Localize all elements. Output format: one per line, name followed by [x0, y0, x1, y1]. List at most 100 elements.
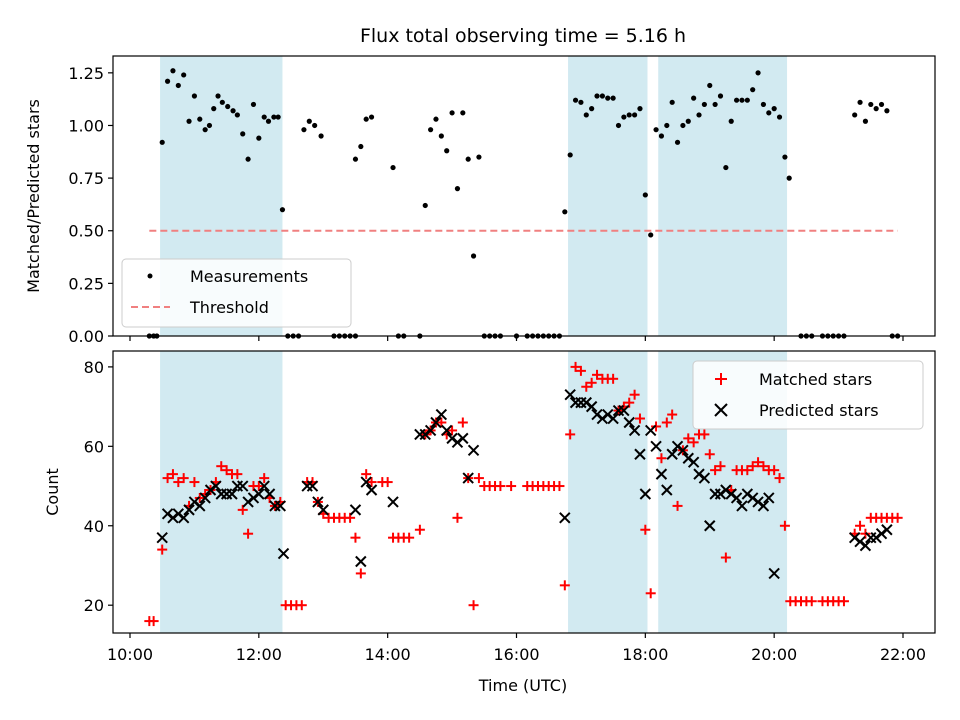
predicted-star-point — [467, 444, 480, 457]
measurement-point — [669, 99, 675, 105]
measurement-point — [306, 118, 312, 124]
predicted-star-point — [559, 512, 571, 524]
measurement-point — [567, 152, 573, 158]
matched-star-point — [178, 473, 189, 484]
predicted-star-point — [253, 488, 265, 500]
matched-star-point — [855, 520, 866, 531]
matched-star-point — [243, 528, 254, 539]
matched-star-point — [447, 425, 458, 436]
measurement-point — [786, 175, 792, 181]
y-tick-label: 0.00 — [68, 327, 104, 346]
legend-predicted-marker — [714, 403, 728, 417]
matched-star-point — [162, 473, 173, 484]
predicted-star-point — [730, 492, 743, 504]
measurement-point — [175, 82, 181, 89]
matched-star-point — [645, 588, 656, 599]
matched-star-point — [747, 461, 758, 472]
matched-star-point — [366, 477, 377, 488]
measurement-point — [234, 112, 240, 118]
predicted-star-point — [666, 448, 678, 460]
top-axes: 0.00 0.25 0.50 0.75 1.00 1.25 — [68, 55, 936, 346]
plot-frame — [112, 55, 936, 337]
measurement-point — [211, 106, 217, 112]
y-tick-label: 60 — [84, 437, 104, 456]
matched-star-point — [656, 453, 667, 464]
matched-star-point — [173, 477, 184, 488]
measurement-point — [159, 139, 165, 145]
y-tick-label: 0.75 — [68, 169, 104, 188]
top-legend: Measurements Threshold — [121, 258, 352, 328]
measurement-point — [256, 135, 262, 141]
predicted-star-point — [687, 456, 700, 468]
predicted-star-point — [312, 496, 324, 508]
measurement-point — [631, 112, 638, 118]
measurement-point — [301, 127, 307, 133]
y-tick-label: 0.50 — [68, 222, 104, 241]
legend-measurements-marker — [147, 273, 153, 279]
matched-star-point — [640, 524, 651, 535]
predicted-star-point — [274, 500, 287, 512]
predicted-star-point — [564, 388, 576, 401]
measurement-point — [368, 114, 375, 120]
measurement-point — [755, 70, 761, 76]
matched-star-point — [667, 409, 678, 420]
matched-star-point — [404, 532, 415, 543]
predicted-star-point — [349, 504, 362, 516]
measurement-point — [318, 133, 324, 139]
bottom-legend-box — [692, 360, 924, 430]
measurement-point — [760, 101, 767, 108]
predicted-star-point — [387, 496, 399, 508]
measurement-point — [438, 133, 444, 139]
matched-star-point — [414, 524, 425, 535]
predicted-star-point — [768, 567, 780, 580]
measurement-point — [191, 93, 198, 99]
measurement-point — [637, 106, 643, 112]
measurement-point — [852, 112, 858, 118]
measurement-point — [712, 101, 718, 108]
y-tick-label: 80 — [84, 358, 104, 377]
matched-star-point — [221, 465, 232, 476]
matched-star-point — [457, 417, 468, 428]
measurement-point — [589, 106, 595, 112]
predicted-star-point — [661, 484, 673, 496]
x-tick-label: 16:00 — [493, 645, 539, 664]
matched-star-point — [634, 413, 645, 424]
matched-star-point — [774, 473, 785, 484]
measurement-point — [680, 122, 686, 129]
measurement-point — [215, 93, 221, 99]
predicted-star-point — [424, 424, 437, 437]
matched-star-point — [452, 512, 463, 523]
matched-star-point — [586, 377, 597, 388]
measurement-point — [771, 106, 777, 112]
predicted-star-point — [435, 408, 448, 421]
measurement-point — [723, 164, 729, 171]
measurement-point — [674, 139, 681, 145]
measurement-point — [225, 103, 231, 110]
matched-star-point — [361, 469, 372, 480]
matched-star-point — [581, 381, 592, 392]
legend-measurements-label: Measurements — [190, 267, 308, 286]
predicted-star-point — [355, 555, 367, 568]
matched-star-point — [468, 600, 479, 611]
measurement-point — [312, 122, 318, 129]
matched-star-point — [253, 481, 264, 492]
y-tick-label: 40 — [84, 517, 104, 536]
legend-matched-label: Matched stars — [759, 370, 872, 389]
predicted-star-point — [623, 416, 635, 429]
measurement-point — [261, 114, 267, 120]
predicted-star-point — [585, 400, 598, 413]
matched-star-point — [506, 481, 517, 492]
measurement-point — [707, 82, 713, 89]
measurement-point — [279, 207, 286, 213]
measurement-point — [605, 95, 611, 101]
measurement-point — [164, 78, 171, 84]
y-tick-label: 20 — [84, 596, 104, 615]
x-axis-label: Time (UTC) — [478, 676, 567, 695]
predicted-star-point — [430, 416, 442, 429]
measurement-point — [728, 118, 734, 124]
matched-star-point — [216, 461, 227, 472]
predicted-star-point — [644, 424, 657, 437]
matched-star-point — [232, 469, 243, 480]
predicted-star-point — [736, 500, 748, 512]
